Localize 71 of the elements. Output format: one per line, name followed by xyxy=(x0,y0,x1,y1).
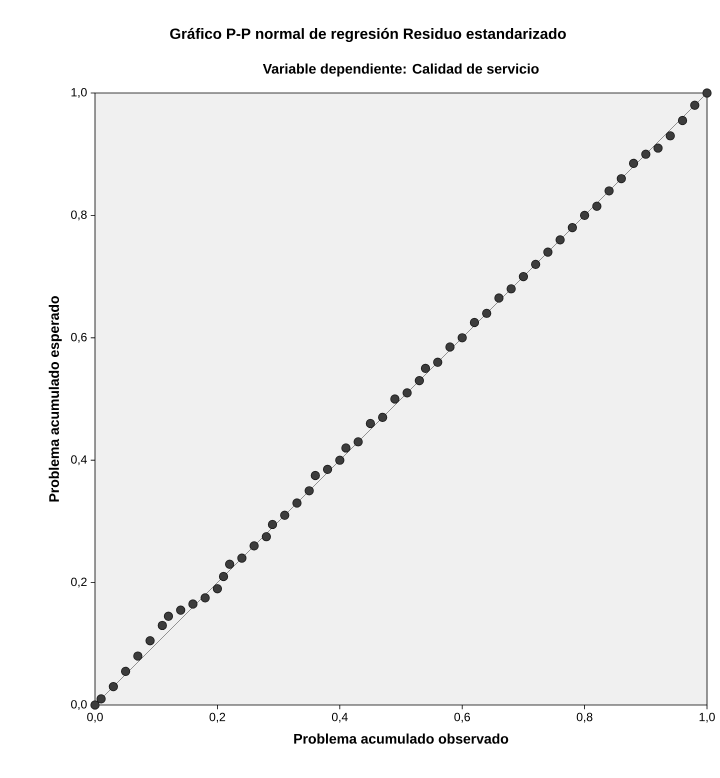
point xyxy=(678,116,688,126)
point xyxy=(292,498,302,508)
point xyxy=(445,342,455,352)
x-tick-label: 1,0 xyxy=(700,712,715,723)
point xyxy=(164,612,174,621)
y-axis-title: Problema acumulado esperado xyxy=(48,296,62,502)
point xyxy=(420,364,430,373)
y-tick-label: 0,0 xyxy=(71,700,87,710)
x-tick-label: 0,2 xyxy=(210,712,226,723)
point xyxy=(470,318,480,328)
point xyxy=(641,150,650,159)
point xyxy=(556,235,565,244)
point xyxy=(482,308,492,318)
y-tick-label: 0,6 xyxy=(71,332,87,343)
x-tick-label: 0,4 xyxy=(332,712,348,723)
point xyxy=(354,437,363,446)
x-tick-label: 0,0 xyxy=(87,712,103,723)
point xyxy=(628,158,638,168)
point xyxy=(506,284,516,294)
point xyxy=(458,333,467,342)
point xyxy=(225,560,234,569)
point xyxy=(335,456,344,465)
point xyxy=(90,700,100,710)
point xyxy=(158,620,167,630)
point xyxy=(494,293,504,303)
point xyxy=(518,272,528,282)
point xyxy=(96,694,106,704)
point xyxy=(402,388,412,398)
point xyxy=(268,520,278,530)
x-tick-label: 0,8 xyxy=(576,712,592,723)
point xyxy=(690,100,700,110)
point xyxy=(133,651,142,661)
point xyxy=(531,260,540,269)
x-axis-title: Problema acumulado observado xyxy=(294,733,508,744)
point xyxy=(304,486,314,496)
chart-subtitle: Variable dependiente: Calidad de servicio xyxy=(262,63,539,76)
point xyxy=(262,532,271,542)
point xyxy=(218,572,228,582)
point xyxy=(108,682,118,692)
x-tick-label: 0,6 xyxy=(454,712,470,723)
point xyxy=(188,599,198,609)
point xyxy=(237,554,246,563)
point xyxy=(366,418,376,428)
point xyxy=(212,584,222,594)
point xyxy=(568,223,577,232)
point xyxy=(592,202,602,211)
point xyxy=(666,131,675,140)
point xyxy=(580,210,590,220)
point xyxy=(145,636,155,646)
point xyxy=(250,541,259,550)
y-tick-label: 0,2 xyxy=(71,578,87,588)
point xyxy=(702,88,712,98)
point xyxy=(341,443,351,453)
y-tick-label: 0,4 xyxy=(71,455,87,466)
chart-title: Gráfico P-P normal de regresión Residuo estandarizado xyxy=(170,28,566,42)
point xyxy=(310,470,320,480)
point xyxy=(200,593,210,602)
point xyxy=(390,394,400,404)
point xyxy=(176,606,186,615)
point xyxy=(543,248,552,257)
y-tick-label: 0,8 xyxy=(71,210,87,220)
y-tick-label: 1,0 xyxy=(72,88,87,98)
point xyxy=(378,412,388,422)
point xyxy=(414,376,424,386)
point xyxy=(121,666,130,676)
point xyxy=(616,174,626,184)
point xyxy=(433,358,442,367)
point xyxy=(322,464,332,474)
point xyxy=(604,186,614,196)
point xyxy=(280,510,290,520)
point xyxy=(653,143,663,153)
